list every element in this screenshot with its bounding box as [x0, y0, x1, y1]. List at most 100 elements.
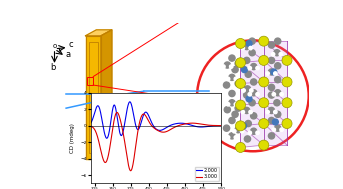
Circle shape — [229, 74, 235, 81]
Circle shape — [272, 128, 275, 131]
Circle shape — [241, 123, 247, 129]
Circle shape — [256, 66, 259, 70]
Circle shape — [245, 71, 251, 77]
Circle shape — [266, 110, 269, 114]
Circle shape — [269, 117, 275, 124]
Circle shape — [274, 110, 277, 114]
Circle shape — [244, 86, 251, 92]
Circle shape — [275, 38, 281, 44]
Circle shape — [256, 131, 259, 135]
Circle shape — [244, 107, 250, 114]
Circle shape — [244, 57, 250, 64]
Circle shape — [245, 120, 251, 127]
Text: Gold electrode: Gold electrode — [103, 149, 199, 164]
Circle shape — [235, 127, 241, 133]
Text: c: c — [69, 40, 73, 49]
Circle shape — [259, 140, 269, 150]
Circle shape — [282, 77, 292, 87]
Circle shape — [235, 39, 246, 48]
Circle shape — [274, 50, 280, 56]
Circle shape — [234, 77, 238, 81]
Circle shape — [275, 90, 281, 96]
Circle shape — [259, 98, 269, 108]
Circle shape — [229, 65, 233, 68]
Polygon shape — [85, 30, 112, 36]
Circle shape — [242, 89, 245, 92]
Circle shape — [249, 110, 252, 114]
Circle shape — [282, 119, 292, 129]
Circle shape — [241, 46, 245, 50]
Circle shape — [235, 81, 241, 87]
Circle shape — [274, 72, 277, 75]
Circle shape — [275, 63, 281, 69]
Circle shape — [226, 136, 230, 139]
Circle shape — [249, 100, 255, 106]
Circle shape — [235, 60, 241, 67]
Circle shape — [248, 66, 251, 70]
Circle shape — [275, 111, 281, 117]
Circle shape — [271, 53, 275, 56]
Circle shape — [259, 119, 269, 129]
Circle shape — [233, 129, 236, 133]
Circle shape — [272, 119, 278, 125]
Circle shape — [244, 92, 250, 98]
Circle shape — [229, 133, 235, 139]
Circle shape — [259, 55, 269, 65]
Circle shape — [226, 103, 230, 106]
Circle shape — [235, 121, 246, 131]
Circle shape — [248, 131, 251, 135]
Circle shape — [266, 72, 269, 75]
Circle shape — [275, 77, 281, 83]
Circle shape — [251, 128, 257, 134]
Circle shape — [235, 100, 246, 110]
Polygon shape — [240, 82, 264, 105]
Circle shape — [229, 55, 235, 61]
Circle shape — [241, 110, 245, 114]
Circle shape — [249, 38, 255, 44]
Circle shape — [232, 111, 238, 117]
Circle shape — [269, 92, 275, 98]
Text: a: a — [66, 50, 70, 59]
Circle shape — [279, 53, 283, 56]
Polygon shape — [240, 41, 264, 63]
Circle shape — [251, 64, 257, 70]
Circle shape — [235, 58, 246, 68]
Circle shape — [235, 105, 241, 111]
Circle shape — [235, 143, 246, 152]
Circle shape — [269, 57, 275, 64]
Circle shape — [269, 133, 275, 139]
Circle shape — [269, 107, 275, 114]
Circle shape — [197, 40, 309, 151]
Circle shape — [229, 91, 235, 97]
Circle shape — [244, 136, 251, 142]
Circle shape — [223, 125, 230, 131]
Circle shape — [223, 82, 230, 88]
Circle shape — [269, 69, 275, 75]
Circle shape — [244, 43, 250, 50]
Polygon shape — [240, 124, 264, 147]
Circle shape — [251, 90, 257, 96]
Bar — [87, 77, 93, 85]
Circle shape — [269, 84, 275, 91]
Legend: 2.000, 3.000: 2.000, 3.000 — [194, 167, 219, 181]
Circle shape — [232, 67, 238, 73]
Circle shape — [249, 50, 255, 56]
Circle shape — [234, 103, 238, 106]
Circle shape — [259, 77, 269, 87]
Circle shape — [222, 65, 225, 68]
Circle shape — [226, 77, 230, 81]
Polygon shape — [240, 103, 264, 126]
Circle shape — [282, 98, 292, 108]
Polygon shape — [264, 60, 287, 82]
Circle shape — [248, 93, 251, 96]
Polygon shape — [264, 41, 287, 60]
Polygon shape — [264, 124, 287, 145]
Circle shape — [269, 42, 275, 48]
Polygon shape — [85, 36, 101, 159]
Circle shape — [229, 117, 235, 124]
Circle shape — [251, 79, 257, 85]
Circle shape — [234, 136, 238, 139]
Y-axis label: CD (mdeg): CD (mdeg) — [70, 123, 75, 153]
Circle shape — [280, 128, 283, 131]
Polygon shape — [240, 60, 264, 84]
